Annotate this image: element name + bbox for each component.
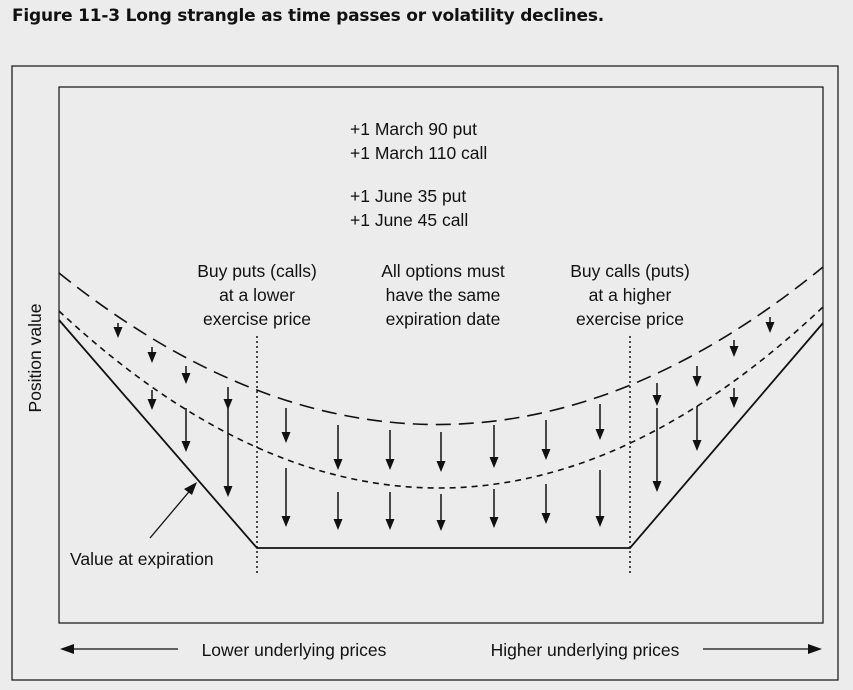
decline-arrow-head [595, 516, 605, 527]
left-axis-arrowhead [60, 644, 74, 654]
decline-arrow-head [595, 429, 605, 440]
left-note-line: exercise price [203, 309, 311, 329]
decline-arrow-head [541, 449, 551, 460]
decline-arrow-head [181, 441, 191, 452]
decline-arrow-head [489, 517, 499, 528]
decline-arrow-head [281, 516, 291, 527]
decline-arrow-head [333, 519, 343, 530]
bottom-right-label: Higher underlying prices [491, 640, 680, 660]
decline-arrow-head [541, 513, 551, 524]
y-axis-label: Position value [25, 304, 45, 413]
decline-arrow-head [489, 457, 499, 468]
center-note-line: expiration date [386, 309, 501, 329]
decline-arrow-head [765, 322, 775, 333]
decline-arrow-head [147, 352, 157, 363]
decline-arrow-head [181, 373, 191, 384]
decline-arrow-head [692, 376, 702, 387]
expiration-pointer-line [149, 486, 194, 539]
right-axis-arrowhead [808, 644, 822, 654]
decline-arrow-head [113, 327, 123, 338]
decline-arrow-head [333, 459, 343, 470]
right-note-line: at a higher [589, 285, 672, 305]
long-dash-curve [58, 266, 824, 426]
decline-arrow-head [692, 440, 702, 451]
decline-arrow-head [729, 397, 739, 408]
decline-arrow-head [223, 399, 233, 410]
expiration-pointer-arrowhead [184, 482, 197, 495]
right-note-line: Buy calls (puts) [570, 261, 690, 281]
decline-arrow-head [385, 459, 395, 470]
bottom-left-label: Lower underlying prices [202, 640, 387, 660]
figure-title: Figure 11-3 Long strangle as time passes… [12, 6, 605, 26]
center-note-line: have the same [386, 285, 501, 305]
right-note-line: exercise price [576, 309, 684, 329]
decline-arrow-head [436, 461, 446, 472]
decline-arrow-head [385, 519, 395, 530]
short-dash-curve [58, 306, 824, 489]
plot-frame [58, 86, 824, 624]
decline-arrow-head [729, 346, 739, 357]
decline-arrows [113, 317, 775, 531]
left-note-line: Buy puts (calls) [197, 261, 317, 281]
decline-arrow-head [281, 432, 291, 443]
center-note-line: All options must [381, 261, 505, 281]
outer-frame [11, 65, 839, 681]
decline-arrow-head [436, 520, 446, 531]
decline-arrow-head [652, 395, 662, 406]
position-label: +1 June 35 put [350, 186, 466, 206]
expiration-label: Value at expiration [70, 549, 214, 569]
decline-arrow-head [652, 481, 662, 492]
position-label: +1 June 45 call [350, 210, 468, 230]
decline-arrow-head [223, 486, 233, 497]
decline-arrow-head [147, 399, 157, 410]
position-label: +1 March 90 put [350, 119, 477, 139]
left-note-line: at a lower [219, 285, 295, 305]
solid-expiration-line [58, 319, 824, 549]
position-label: +1 March 110 call [350, 143, 487, 163]
